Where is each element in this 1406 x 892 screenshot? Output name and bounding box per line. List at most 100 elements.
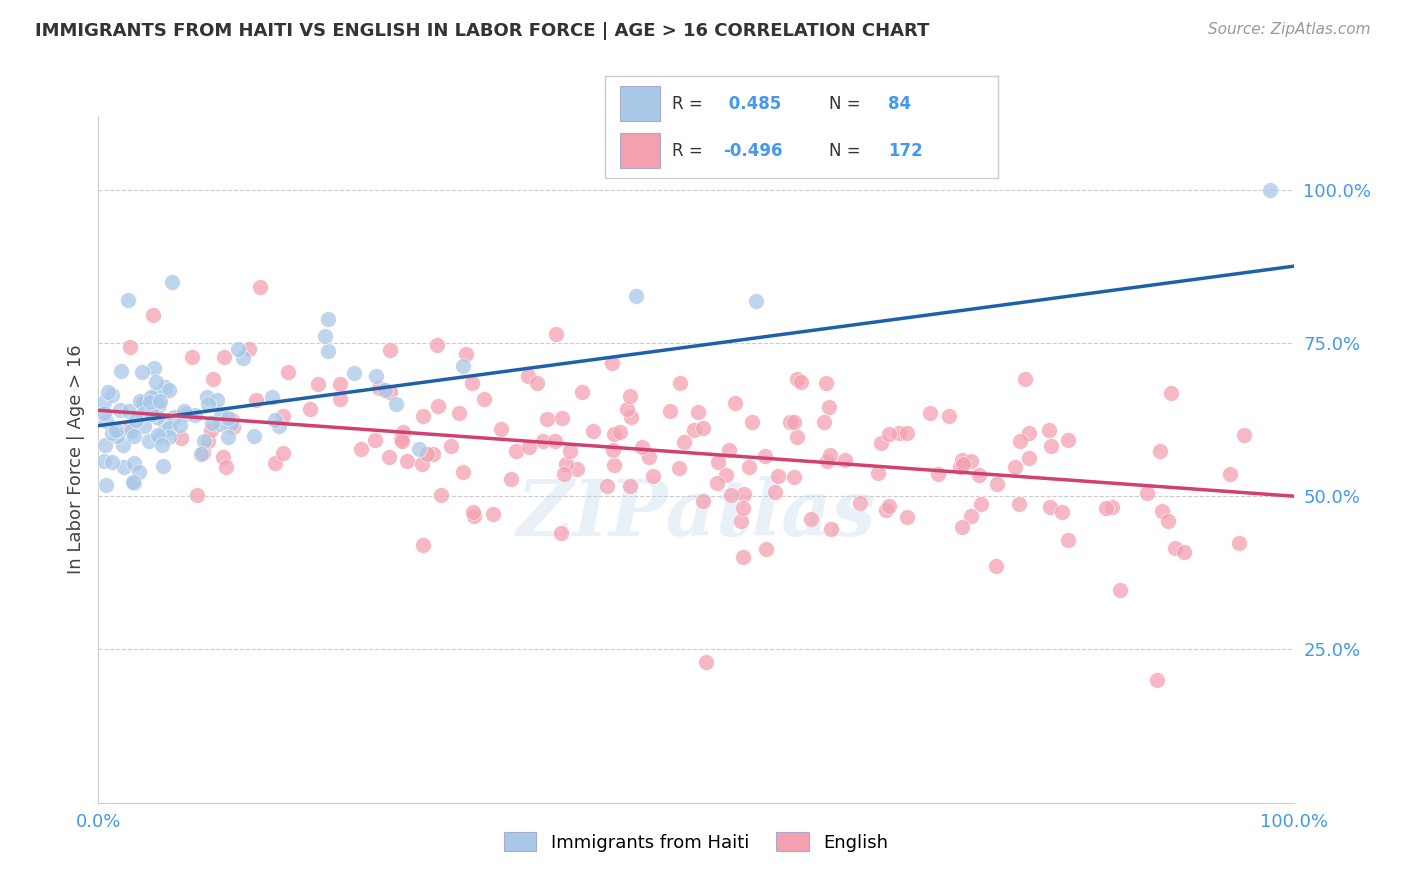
Point bbox=[960, 454, 983, 468]
Point bbox=[350, 442, 373, 456]
Point bbox=[984, 558, 1007, 573]
Point bbox=[298, 401, 321, 416]
Point bbox=[526, 376, 548, 390]
Point bbox=[93, 406, 115, 420]
Point bbox=[849, 496, 872, 510]
Point bbox=[101, 426, 124, 441]
Point bbox=[453, 359, 475, 373]
Point bbox=[148, 393, 170, 408]
Point bbox=[582, 424, 605, 438]
Point bbox=[249, 279, 271, 293]
Point bbox=[122, 475, 145, 490]
Point bbox=[94, 477, 117, 491]
Point bbox=[243, 429, 266, 443]
Point bbox=[380, 384, 402, 399]
Point bbox=[157, 421, 180, 435]
Point bbox=[692, 421, 714, 435]
Point bbox=[461, 505, 484, 519]
Point bbox=[834, 452, 856, 467]
Point bbox=[707, 455, 730, 469]
Point bbox=[316, 311, 339, 326]
Point bbox=[544, 327, 567, 342]
Point bbox=[391, 434, 413, 448]
Point bbox=[385, 396, 408, 410]
Bar bbox=[620, 133, 659, 168]
Point bbox=[550, 525, 572, 540]
Point bbox=[118, 404, 141, 418]
Point bbox=[93, 454, 115, 468]
Point bbox=[146, 428, 169, 442]
Point bbox=[208, 417, 231, 431]
Point bbox=[314, 329, 336, 343]
Point bbox=[110, 402, 132, 417]
Point bbox=[426, 338, 449, 352]
Point bbox=[145, 376, 167, 390]
Point bbox=[641, 468, 664, 483]
Point bbox=[451, 465, 474, 479]
Point bbox=[378, 450, 401, 464]
Point bbox=[938, 409, 960, 423]
Point bbox=[815, 376, 838, 391]
Point bbox=[877, 499, 900, 513]
Point bbox=[389, 432, 412, 446]
Point bbox=[94, 438, 117, 452]
Point bbox=[1004, 459, 1026, 474]
Point bbox=[603, 426, 626, 441]
Point bbox=[602, 443, 624, 458]
Point bbox=[733, 500, 755, 515]
Point bbox=[870, 436, 893, 450]
Point bbox=[603, 458, 626, 472]
Point bbox=[364, 369, 387, 384]
Point bbox=[1219, 467, 1241, 481]
Point bbox=[1008, 434, 1031, 448]
Point bbox=[896, 509, 918, 524]
Point bbox=[551, 410, 574, 425]
Point bbox=[440, 439, 463, 453]
Point bbox=[363, 433, 385, 447]
Point bbox=[683, 423, 706, 437]
Point bbox=[668, 461, 690, 475]
Point bbox=[815, 454, 838, 468]
Point bbox=[1150, 504, 1173, 518]
Point bbox=[212, 450, 235, 465]
Point bbox=[820, 522, 842, 536]
Point bbox=[271, 409, 294, 424]
Point bbox=[101, 455, 124, 469]
Point bbox=[180, 350, 202, 364]
Text: 84: 84 bbox=[889, 95, 911, 112]
Point bbox=[142, 309, 165, 323]
Point bbox=[195, 390, 218, 404]
Point bbox=[449, 406, 471, 420]
Point bbox=[112, 438, 135, 452]
Point bbox=[107, 429, 129, 443]
Point bbox=[596, 479, 619, 493]
Point bbox=[238, 342, 260, 356]
Point bbox=[763, 485, 786, 500]
Point bbox=[720, 488, 742, 502]
Point bbox=[706, 476, 728, 491]
Point bbox=[688, 405, 710, 419]
Point bbox=[221, 413, 243, 427]
Point bbox=[1094, 500, 1116, 515]
Point bbox=[316, 344, 339, 359]
Point bbox=[150, 438, 173, 452]
Point bbox=[262, 390, 284, 404]
Point bbox=[1018, 425, 1040, 440]
Point bbox=[277, 365, 299, 379]
Point bbox=[120, 340, 142, 354]
Point bbox=[609, 425, 631, 440]
Point bbox=[139, 390, 162, 404]
Point bbox=[1014, 372, 1036, 386]
Y-axis label: In Labor Force | Age > 16: In Labor Force | Age > 16 bbox=[66, 344, 84, 574]
Point bbox=[877, 426, 900, 441]
Point bbox=[800, 512, 823, 526]
Point bbox=[1163, 541, 1185, 556]
Point bbox=[463, 509, 485, 524]
Point bbox=[1258, 183, 1281, 197]
Legend: Immigrants from Haiti, English: Immigrants from Haiti, English bbox=[496, 825, 896, 859]
Text: N =: N = bbox=[830, 95, 866, 112]
Point bbox=[201, 416, 224, 430]
Point bbox=[716, 467, 738, 482]
Point bbox=[217, 410, 239, 425]
Point bbox=[731, 549, 754, 564]
